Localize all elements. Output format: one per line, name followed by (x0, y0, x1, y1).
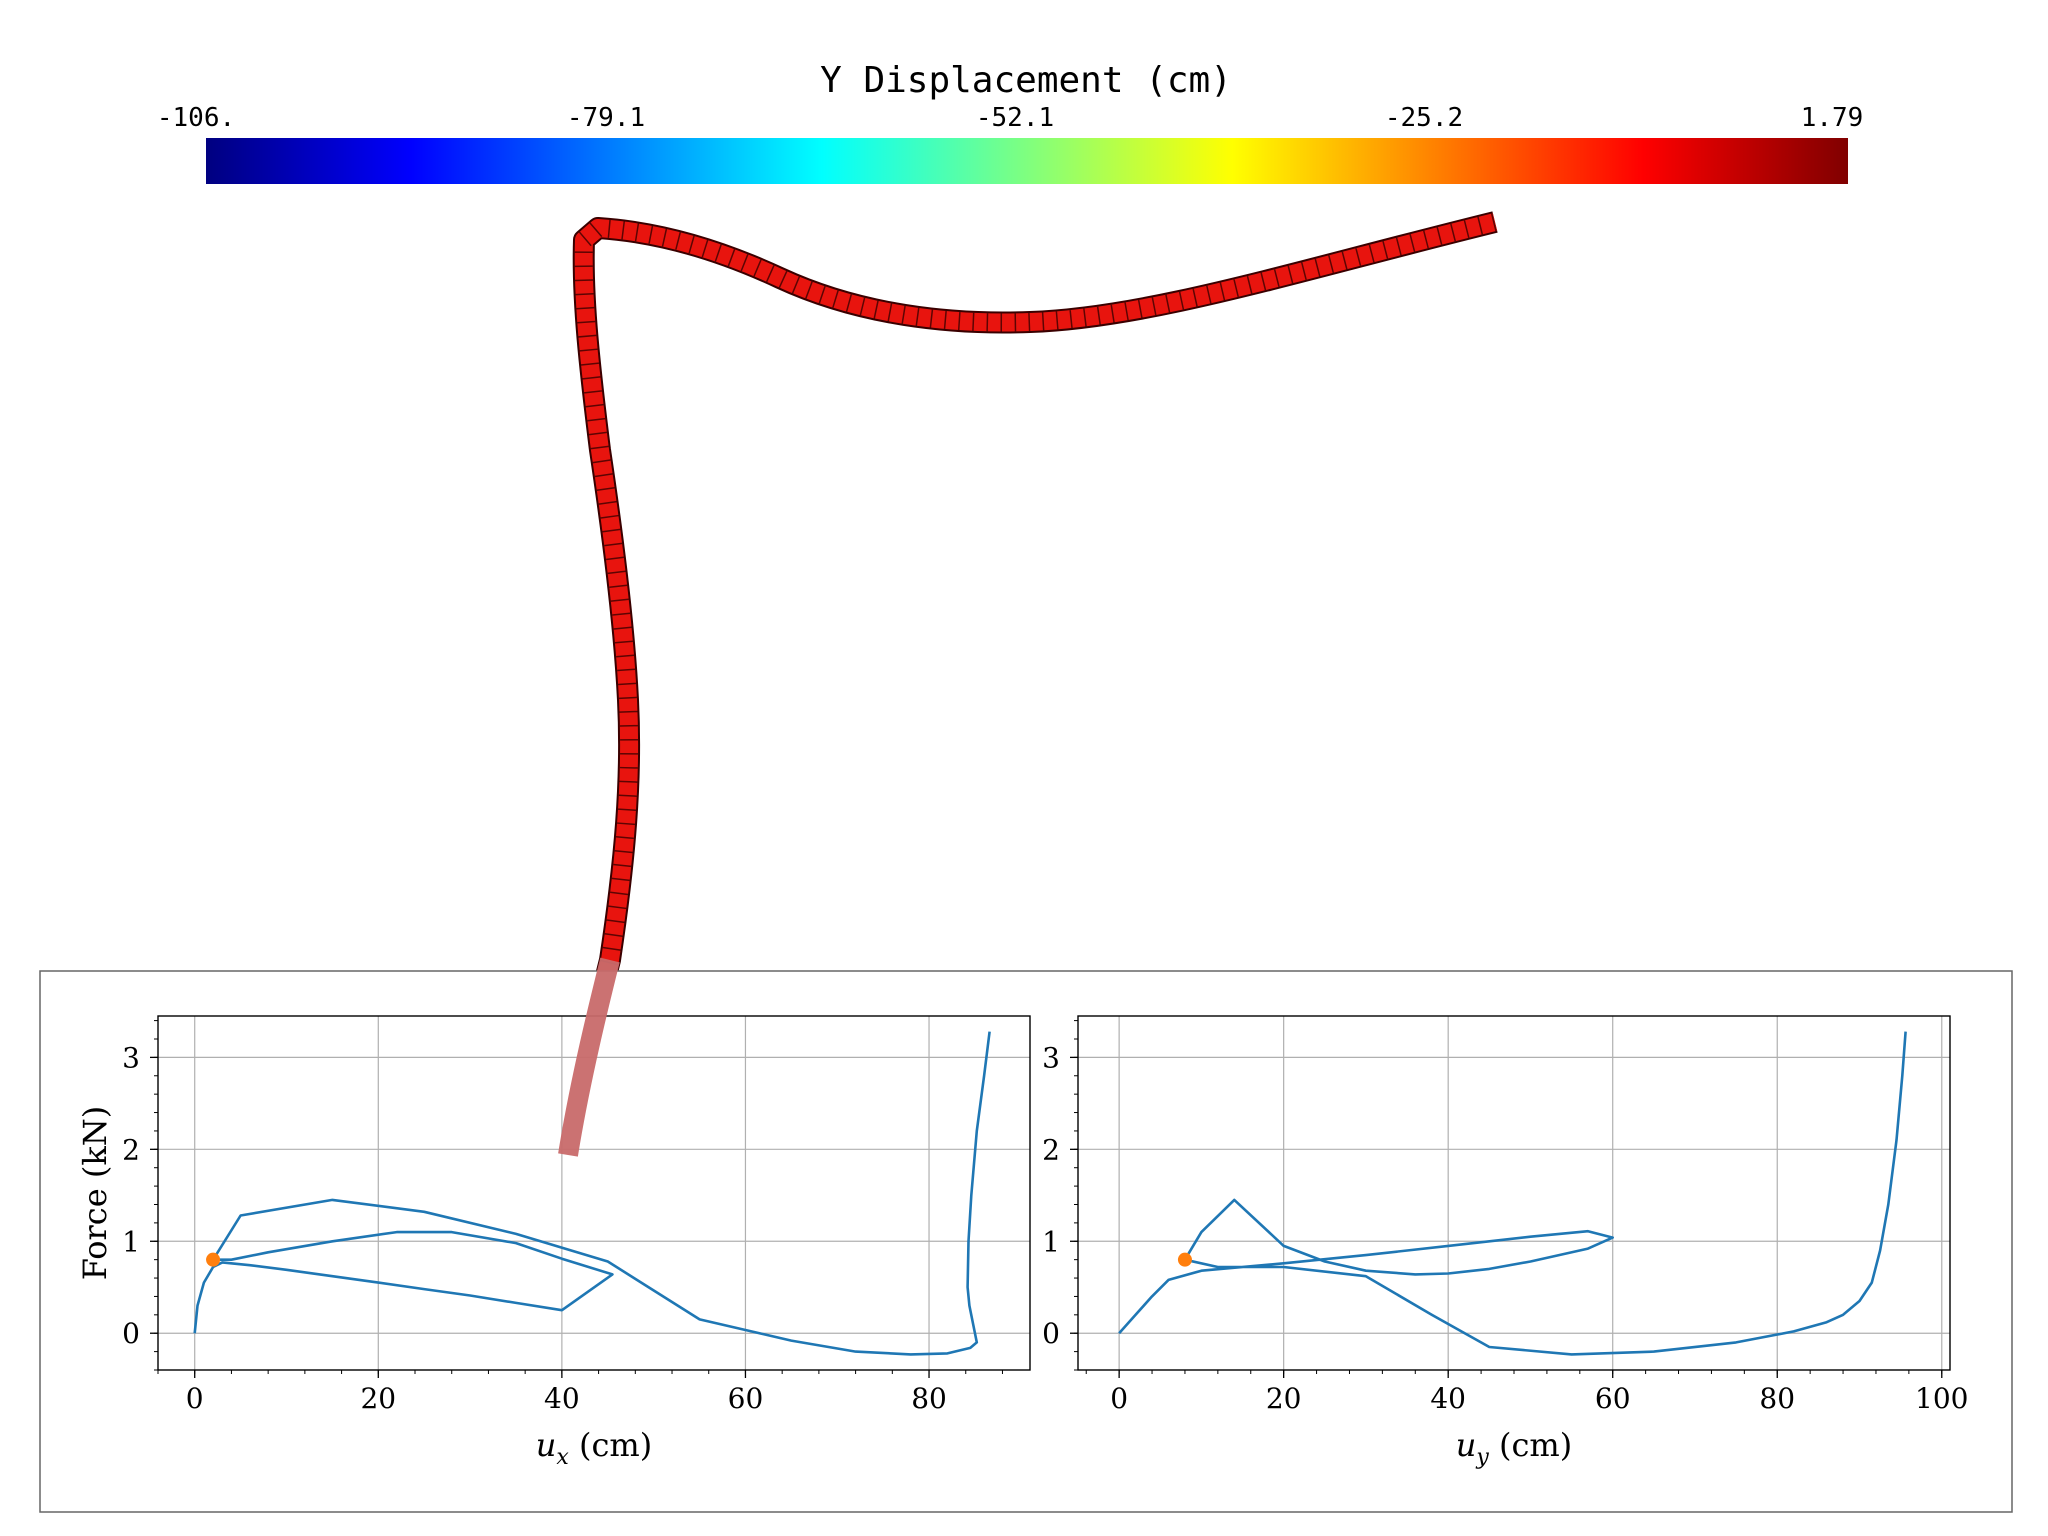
y-tick-label: 1 (1042, 1225, 1060, 1258)
colorbar-tick-labels: -106. -79.1 -52.1 -25.2 1.79 (157, 103, 1863, 133)
x-tick-label: 60 (1595, 1382, 1631, 1415)
y-tick-label: 3 (1042, 1041, 1060, 1074)
colorbar-tick-label: -79.1 (567, 103, 645, 133)
x-tick-label: 0 (186, 1382, 204, 1415)
x-tick-label: 60 (728, 1382, 764, 1415)
x-tick-label: 80 (1759, 1382, 1795, 1415)
y-tick-label: 2 (1042, 1133, 1060, 1166)
plot-force-vs-ux: 0 20 40 60 80 0 1 2 3 ux (cm) Force (kN) (76, 1015, 1031, 1470)
x-tick-label: 40 (544, 1382, 580, 1415)
current-point-marker (1177, 1252, 1192, 1267)
x-tick-label: 20 (360, 1382, 396, 1415)
beam-tip-overlay (558, 957, 620, 1157)
y-tick-label: 3 (122, 1041, 140, 1074)
x-tick-label: 20 (1266, 1382, 1302, 1415)
x-axis-label: uy (cm) (1456, 1426, 1572, 1470)
x-tick-label: 80 (911, 1382, 947, 1415)
deformed-beam (557, 211, 1498, 1157)
x-tick-label: 100 (1915, 1382, 1968, 1415)
colorbar-title: Y Displacement (cm) (820, 60, 1232, 101)
colorbar-tick-label: 1.79 (1801, 103, 1864, 133)
x-axis-label: ux (cm) (536, 1426, 652, 1470)
series-line (193, 1031, 991, 1356)
plot-force-vs-uy: 0 20 40 60 80 100 0 1 2 3 uy (cm) (1042, 1015, 1969, 1470)
y-axis-label: Force (kN) (76, 1106, 114, 1280)
colorbar: Y Displacement (cm) -106. -79.1 -52.1 -2… (157, 60, 1863, 184)
x-tick-label: 0 (1110, 1382, 1128, 1415)
y-tick-label: 0 (1042, 1317, 1060, 1350)
x-tick-label: 40 (1430, 1382, 1466, 1415)
axes-frame (1077, 1015, 1951, 1371)
beam-surface (559, 213, 1498, 1157)
current-point-marker (206, 1252, 221, 1267)
series-line (1118, 1031, 1907, 1356)
y-tick-label: 2 (122, 1133, 140, 1166)
colorbar-tick-label: -25.2 (1385, 103, 1463, 133)
colorbar-tick-label: -52.1 (976, 103, 1054, 133)
y-tick-label: 0 (122, 1317, 140, 1350)
colorbar-tick-label: -106. (157, 103, 235, 133)
y-tick-label: 1 (122, 1225, 140, 1258)
colorbar-gradient (206, 138, 1848, 184)
